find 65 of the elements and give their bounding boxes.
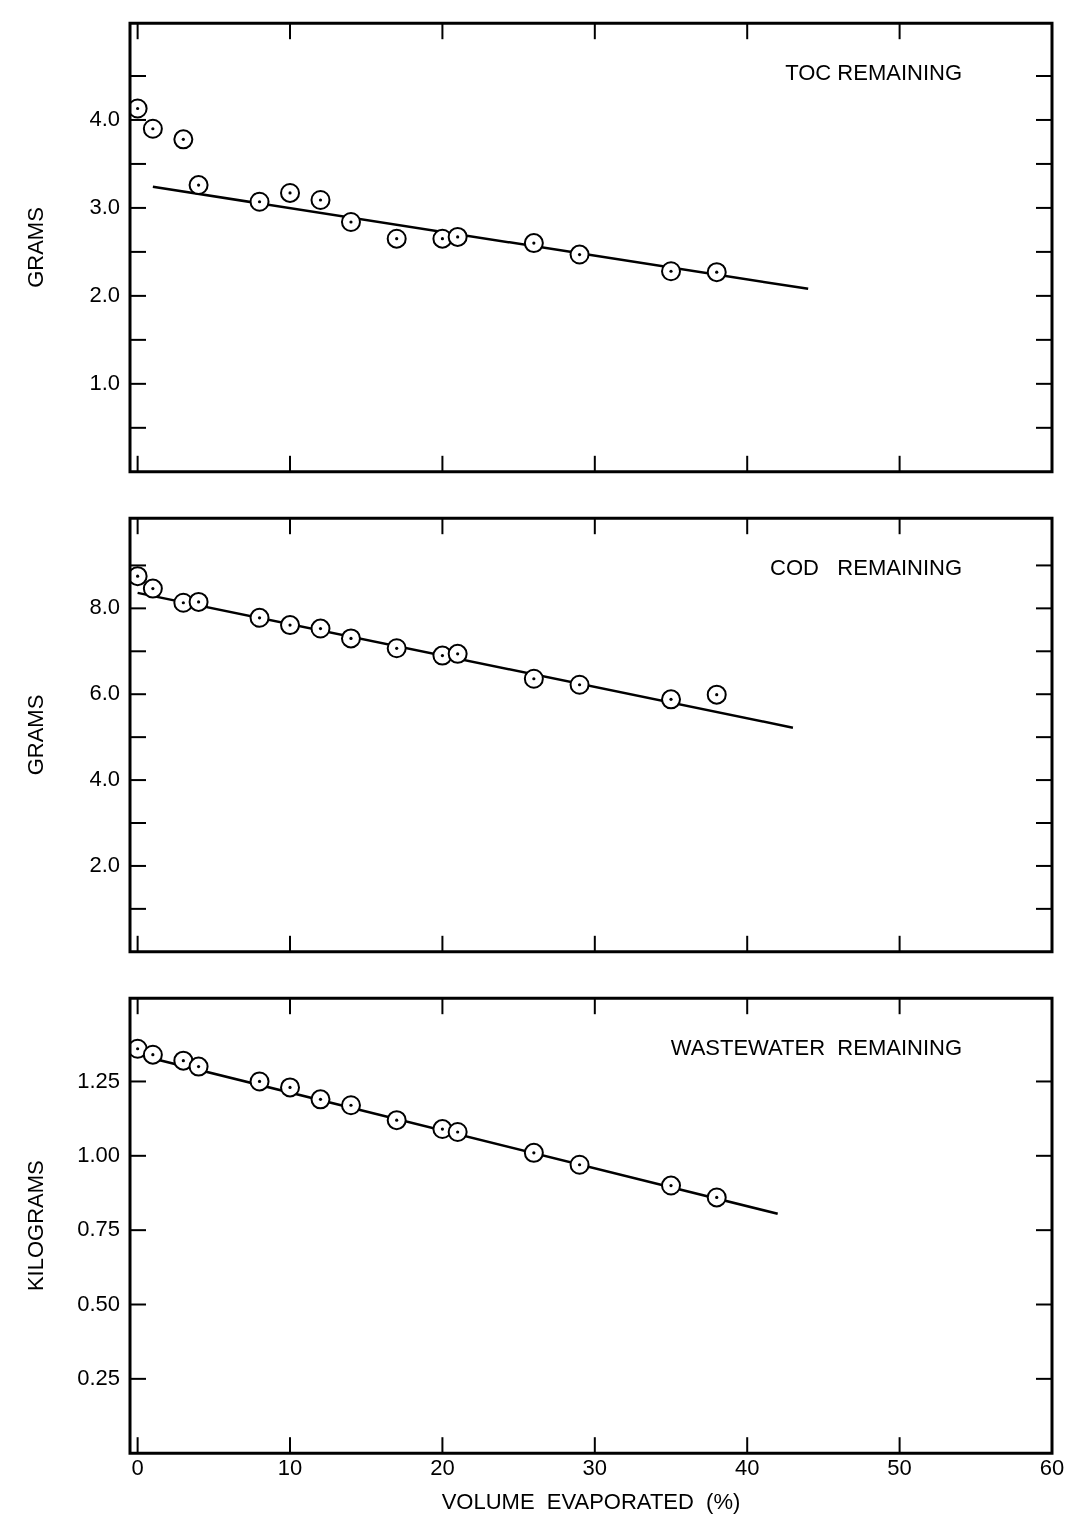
y-axis-title: GRAMS [23,694,49,776]
point [706,1187,727,1208]
y-tick-label: 2.0 [89,281,120,307]
point [340,1095,361,1116]
point [569,244,590,265]
x-tick-label: 60 [1039,1455,1065,1481]
point [310,618,331,639]
y-tick-label: 1.00 [77,1141,120,1167]
point [142,1044,163,1065]
x-axis-title: VOLUME EVAPORATED (%) [441,1488,741,1514]
point [173,129,194,150]
point [523,233,544,254]
point [173,1050,194,1071]
x-tick-label: 0 [131,1455,144,1481]
point [340,628,361,649]
y-axis-title: GRAMS [23,207,49,288]
point [706,684,727,705]
point [386,1110,407,1131]
y-tick-label: 0.25 [77,1364,120,1390]
point [661,1175,682,1196]
y-tick-label: 0.75 [77,1216,120,1242]
x-tick-label: 30 [582,1455,608,1481]
y-tick-label: 4.0 [89,106,120,132]
point [386,638,407,659]
y-tick-label: 4.0 [89,766,120,792]
point [188,175,209,196]
point [188,591,209,612]
y-tick-label: 0.50 [77,1290,120,1316]
point [310,1089,331,1110]
point [188,1056,209,1077]
y-tick-label: 1.25 [77,1067,120,1093]
y-tick-label: 2.0 [89,852,120,877]
point [661,261,682,282]
point [447,1122,468,1143]
x-tick-label: 40 [734,1455,760,1481]
point [523,1142,544,1163]
y-axis-title: KILOGRAMS [23,1160,49,1292]
y-tick-label: 8.0 [89,594,120,620]
y-tick-label: 6.0 [89,680,120,706]
y-tick-label: 1.0 [89,369,120,395]
text: COD REMAINING [770,555,962,581]
text: WASTEWATER REMAINING [670,1035,962,1061]
point [249,1071,270,1092]
point [447,226,468,247]
point [142,578,163,599]
point [340,211,361,232]
point [706,262,727,283]
point [386,228,407,249]
point [523,668,544,689]
x-tick-label: 20 [430,1455,455,1481]
point [661,689,682,710]
point [310,190,331,210]
point [249,607,270,628]
point [280,615,301,636]
point [142,118,163,139]
point [569,1154,590,1175]
point [280,182,301,203]
x-tick-label: 50 [887,1455,912,1481]
text: TOC REMAINING [785,60,962,86]
y-tick-label: 3.0 [89,193,120,219]
point [249,191,270,212]
point [280,1077,301,1098]
point [569,674,590,695]
x-tick-label: 10 [277,1455,303,1481]
point [447,643,468,664]
